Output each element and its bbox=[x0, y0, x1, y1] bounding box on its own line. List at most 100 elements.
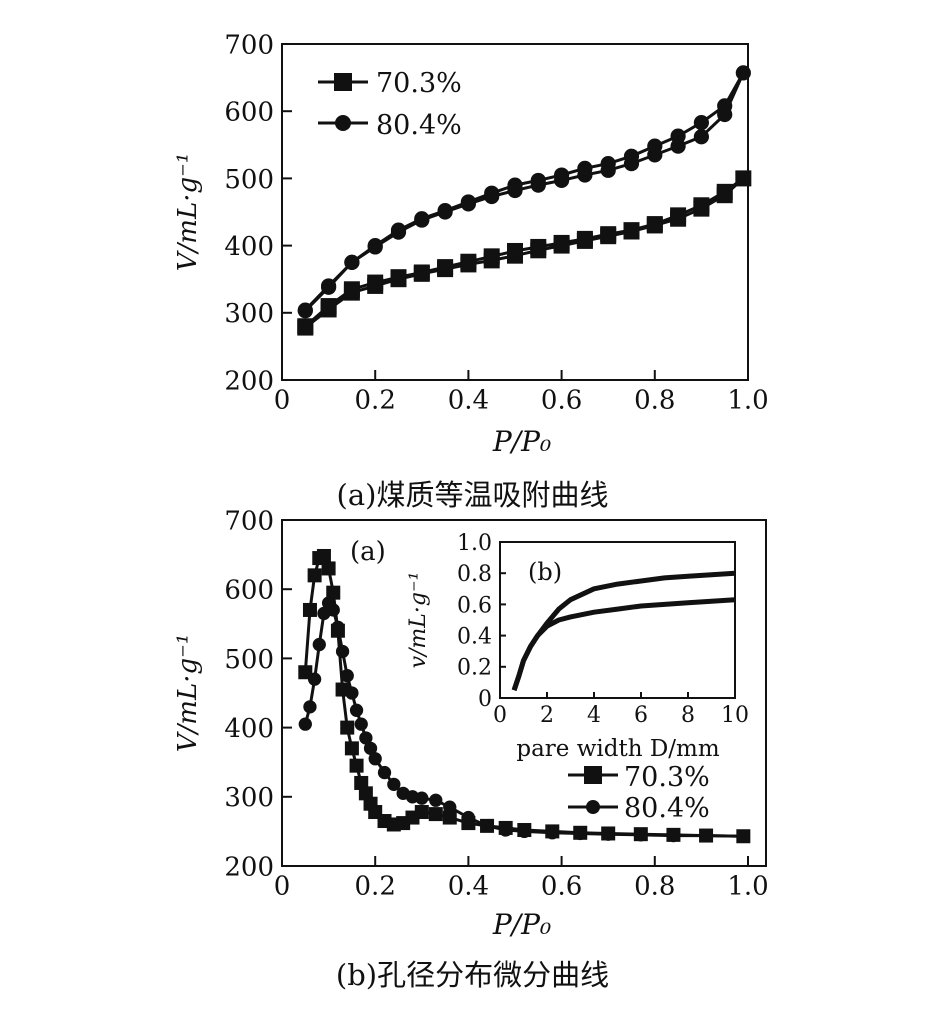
data-point-square bbox=[302, 602, 317, 617]
data-point-circle bbox=[670, 128, 686, 144]
x-tick-label: 1.0 bbox=[727, 872, 768, 902]
data-point-circle bbox=[647, 138, 663, 154]
chart-a-frame bbox=[281, 43, 749, 381]
x-tick-label: 0.4 bbox=[448, 872, 489, 902]
data-point-circle bbox=[699, 828, 713, 843]
x-tick-label: 0.2 bbox=[355, 386, 396, 416]
chart-b-legend-label-2: 80.4% bbox=[624, 793, 710, 824]
data-point-circle bbox=[331, 620, 345, 634]
inset-x-ticks: 0 2 4 6 8 10 bbox=[493, 692, 749, 728]
data-point-circle bbox=[377, 765, 392, 780]
data-point-square bbox=[413, 264, 430, 281]
inset-y-ticks: 0 0.2 0.4 0.6 0.8 1.0 bbox=[457, 531, 506, 712]
data-point-circle bbox=[307, 672, 322, 686]
x-tick-label: 4 bbox=[587, 703, 601, 728]
data-point-circle bbox=[666, 828, 681, 843]
data-point-square bbox=[693, 197, 710, 214]
data-point-square bbox=[414, 805, 429, 820]
y-tick-label: 500 bbox=[224, 165, 274, 195]
data-point-circle bbox=[693, 129, 710, 145]
data-point-square bbox=[483, 248, 500, 265]
x-tick-label: 10 bbox=[721, 703, 749, 728]
legend-circle-marker bbox=[586, 800, 600, 814]
data-point-circle bbox=[480, 819, 494, 833]
inset-frame bbox=[499, 541, 736, 699]
x-tick-label: 0.2 bbox=[355, 872, 396, 902]
data-point-circle bbox=[577, 160, 593, 176]
x-tick-label: 0.6 bbox=[541, 872, 582, 902]
chart-b-panel-label: (a) bbox=[350, 537, 386, 567]
chart-a-legend-label-1: 70.3% bbox=[376, 68, 462, 99]
data-point-square bbox=[437, 259, 454, 276]
data-point-square bbox=[367, 274, 384, 291]
data-point-circle bbox=[321, 278, 337, 294]
data-point-square bbox=[298, 665, 313, 680]
data-point-square bbox=[442, 810, 457, 825]
data-point-square bbox=[530, 238, 547, 255]
chart-a-x-axis-label: P/P₀ bbox=[492, 425, 551, 458]
data-point-circle bbox=[484, 185, 500, 201]
data-point-square bbox=[646, 216, 663, 233]
data-point-square bbox=[576, 230, 593, 247]
data-point-circle bbox=[601, 827, 615, 841]
data-point-square bbox=[735, 170, 752, 187]
data-point-circle bbox=[303, 700, 317, 714]
data-point-circle bbox=[335, 644, 350, 659]
data-point-circle bbox=[735, 65, 751, 81]
data-point-circle bbox=[573, 826, 587, 841]
data-point-circle bbox=[736, 829, 750, 843]
y-tick-label: 400 bbox=[224, 232, 274, 262]
data-point-circle bbox=[499, 823, 513, 837]
y-tick-label: 0.4 bbox=[457, 625, 492, 650]
x-tick-label: 6 bbox=[634, 703, 648, 728]
x-tick-label: 0.6 bbox=[541, 386, 582, 416]
x-tick-label: 1.0 bbox=[727, 386, 768, 416]
series-line-2 bbox=[511, 570, 736, 691]
chart-a-y-axis-label: V/mL·g⁻¹ bbox=[173, 153, 203, 272]
data-point-circle bbox=[367, 238, 383, 254]
data-point-circle bbox=[359, 731, 373, 745]
data-point-square bbox=[600, 226, 617, 243]
data-point-circle bbox=[298, 717, 312, 731]
data-point-circle bbox=[297, 302, 313, 318]
chart-a-legend-label-2: 80.4% bbox=[376, 110, 462, 141]
legend-square-marker bbox=[584, 766, 602, 784]
y-tick-label: 700 bbox=[224, 506, 274, 536]
y-tick-label: 300 bbox=[224, 299, 274, 329]
data-point-circle bbox=[634, 828, 648, 842]
y-tick-label: 0 bbox=[478, 687, 492, 712]
data-point-square bbox=[316, 548, 331, 563]
chart-b-x-ticks: 0 0.2 0.4 0.6 0.8 1.0 bbox=[274, 856, 769, 902]
chart-a-y-ticks: 200 300 400 500 600 700 bbox=[224, 30, 292, 396]
legend-square-marker bbox=[334, 73, 352, 91]
chart-b-y-ticks: 200 300 400 500 600 700 bbox=[224, 506, 292, 882]
data-point-circle bbox=[363, 741, 378, 756]
caption-a: (a)煤质等温吸附曲线 bbox=[336, 478, 609, 512]
chart-a-legend: 70.3% 80.4% bbox=[318, 68, 462, 141]
data-point-circle bbox=[387, 777, 401, 791]
x-tick-label: 0.8 bbox=[634, 386, 675, 416]
y-tick-label: 200 bbox=[224, 852, 274, 882]
y-tick-label: 200 bbox=[224, 366, 274, 396]
data-point-circle bbox=[530, 172, 546, 189]
data-point-circle bbox=[414, 211, 430, 227]
data-point-square bbox=[321, 561, 336, 576]
y-tick-label: 500 bbox=[224, 645, 274, 675]
x-tick-label: 2 bbox=[540, 703, 554, 728]
chart-b-frame bbox=[281, 519, 767, 867]
y-tick-label: 0.2 bbox=[457, 656, 492, 681]
data-point-circle bbox=[717, 98, 733, 114]
chart-b-legend-label-1: 70.3% bbox=[624, 762, 710, 793]
x-tick-label: 8 bbox=[681, 703, 695, 728]
data-point-square bbox=[297, 318, 314, 335]
chart-b-inset: 00.20.40.60.81.0 0 2 4 6 8 10 (b) v/mL·g⁻¹ pa… bbox=[406, 531, 749, 762]
chart-b-y-axis-label: V/mL·g⁻¹ bbox=[173, 634, 203, 753]
data-point-circle bbox=[545, 826, 559, 840]
data-point-circle bbox=[461, 810, 476, 825]
data-point-square bbox=[307, 568, 322, 583]
data-point-circle bbox=[312, 637, 326, 652]
x-tick-label: 0.8 bbox=[634, 872, 675, 902]
x-tick-label: 0 bbox=[274, 386, 291, 416]
x-tick-label: 0 bbox=[274, 872, 291, 902]
